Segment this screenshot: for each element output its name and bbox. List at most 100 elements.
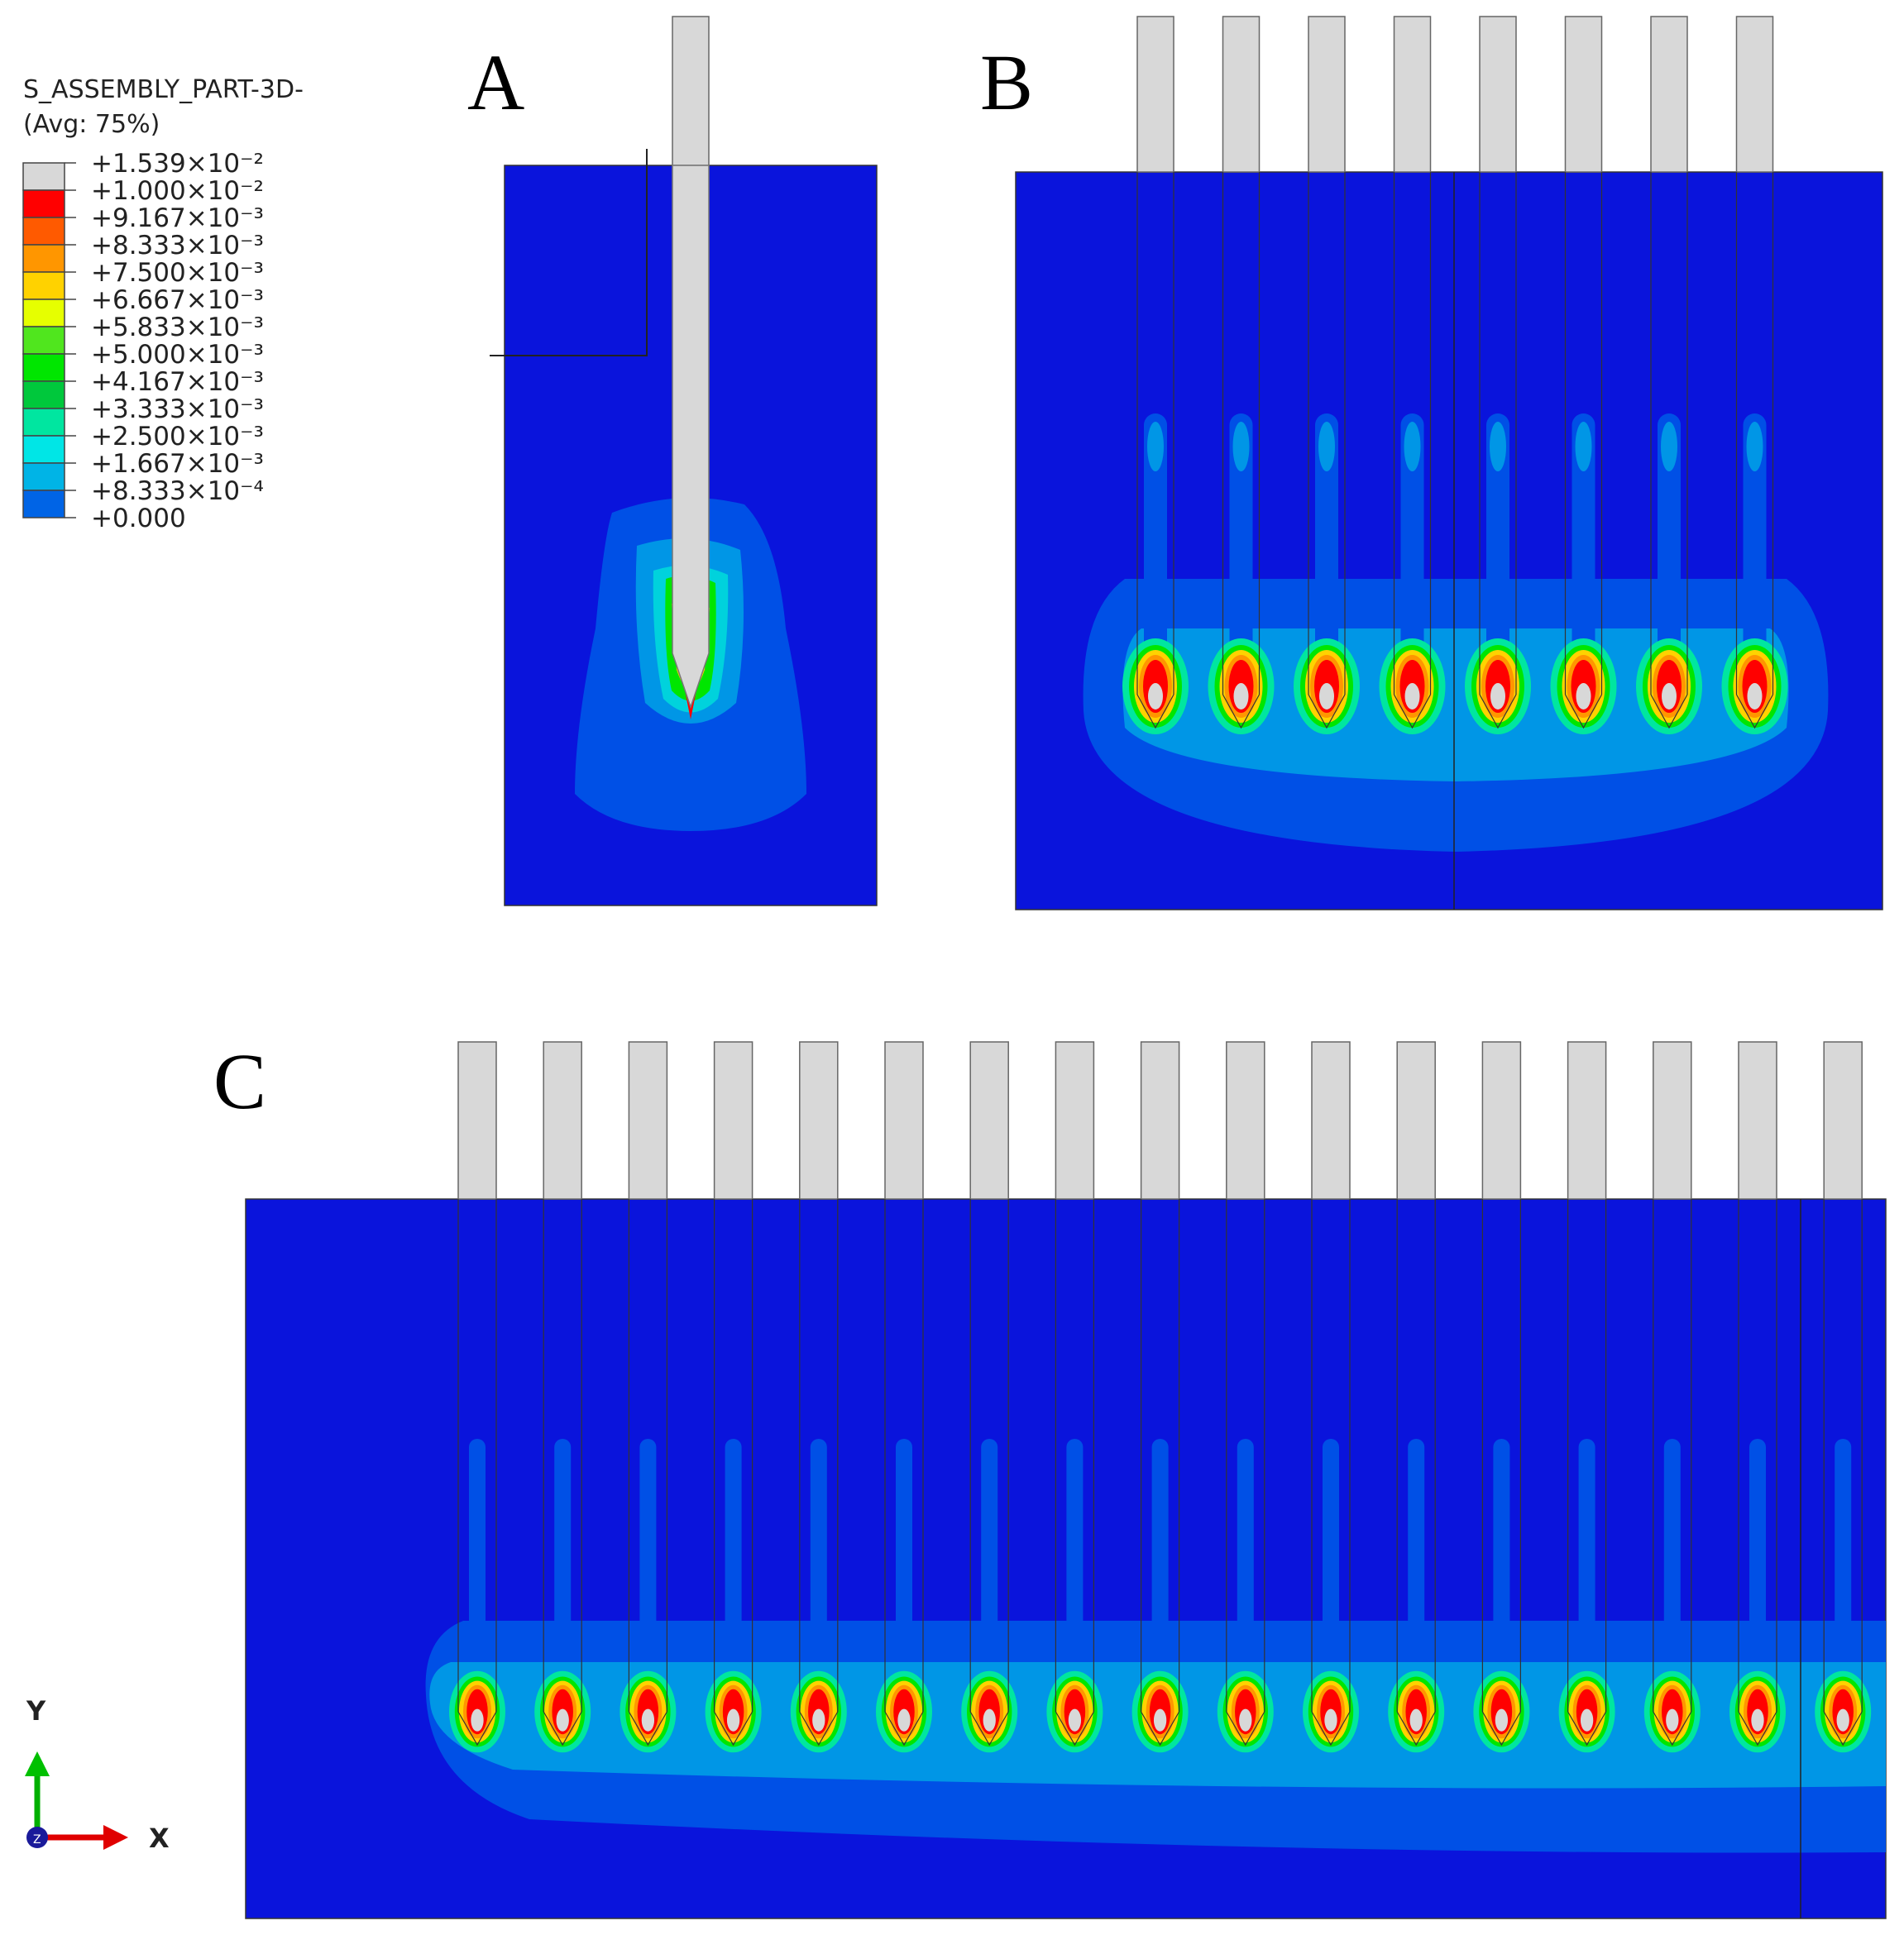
stress-plume: [1144, 413, 1167, 662]
stress-plume: [1835, 1439, 1852, 1637]
panel-b-stress-field: [1015, 171, 1883, 910]
legend-swatch: [22, 189, 65, 218]
needle-tip-outline: [969, 1711, 1009, 1746]
legend-swatch: [22, 380, 65, 409]
z-axis-label: Z: [33, 1833, 41, 1847]
stress-contour-band: [1233, 683, 1249, 710]
legend-swatch: [22, 271, 65, 300]
legend-label: +7.500×10⁻³: [91, 258, 264, 288]
stress-plume: [1237, 1439, 1254, 1637]
legend-swatch: [22, 462, 65, 491]
legend-label: +1.000×10⁻²: [91, 176, 264, 206]
stress-plume: [1663, 1439, 1681, 1637]
needle-shaft: [1136, 16, 1174, 173]
legend-swatch: [22, 408, 65, 437]
needle-shaft: [1479, 16, 1517, 173]
needle-tip-outline: [1311, 1711, 1351, 1746]
needle-tip-outline: [1738, 1711, 1777, 1746]
stress-plume: [1400, 413, 1424, 662]
axis-triad: Z Y X: [25, 1695, 170, 1854]
panel-b-needles: [1136, 16, 1774, 729]
stress-plume: [1749, 1439, 1766, 1637]
needle-shaft: [1140, 1041, 1180, 1200]
needle-shaft: [672, 16, 710, 166]
stress-plume-core: [1575, 422, 1592, 471]
needle-shaft: [1481, 1041, 1522, 1200]
needle-shaft: [1823, 1041, 1863, 1200]
needle-tip-outline: [1653, 1711, 1692, 1746]
stress-contour-band: [1580, 1708, 1594, 1732]
needle-shaft: [1650, 16, 1688, 173]
legend-swatch: [22, 353, 65, 382]
panel-c: C: [213, 1037, 1887, 1919]
legend-swatch: [22, 490, 65, 518]
needle-tip-outline: [1735, 694, 1774, 729]
legend-title: S_ASSEMBLY_PART-3D-: [23, 75, 304, 104]
needle-tip-outline: [1396, 1711, 1436, 1746]
stress-plume: [725, 1439, 742, 1637]
legend-label: +6.667×10⁻³: [91, 285, 264, 315]
panel-c-stress-field: [245, 1198, 1887, 1919]
needle-shaft: [1564, 16, 1603, 173]
needle-shaft: [1567, 1041, 1607, 1200]
legend-swatch: [22, 326, 65, 355]
needle-tip-outline: [1055, 1711, 1094, 1746]
stress-plume: [1658, 413, 1681, 662]
stress-contour-band: [726, 1708, 740, 1732]
legend-label: +8.333×10⁻⁴: [91, 476, 264, 506]
stress-contour-band: [1747, 683, 1763, 710]
needle-shaft: [1055, 1041, 1095, 1200]
panel-b-letter: B: [980, 38, 1033, 127]
legend-label: +1.667×10⁻³: [91, 449, 264, 479]
needle-shaft: [1226, 1041, 1265, 1200]
needle-tip-outline: [1567, 1711, 1607, 1746]
needle-shaft: [1222, 16, 1261, 173]
panel-c-needles: [457, 1041, 1863, 1746]
needle-tip-outline: [628, 1711, 667, 1746]
panel-a-letter: A: [467, 38, 524, 127]
stress-contour-band: [1495, 1708, 1509, 1732]
stress-plume: [1315, 413, 1338, 662]
needle-tip-outline: [1564, 694, 1603, 729]
stress-plume: [1493, 1439, 1510, 1637]
stress-plume: [896, 1439, 912, 1637]
needle-shaft: [713, 1041, 753, 1200]
legend-swatch: [22, 162, 65, 191]
leader-line: [490, 149, 648, 356]
panel-a-needles: [672, 16, 710, 710]
stress-plume-core: [1746, 422, 1763, 471]
needle-tip-outline: [1136, 694, 1174, 729]
legend-labels: +1.539×10⁻²+1.000×10⁻²+9.167×10⁻³+8.333×…: [91, 149, 264, 533]
stress-contour-band: [1576, 683, 1591, 710]
needle-shaft: [1311, 1041, 1351, 1200]
legend-label: +9.167×10⁻³: [91, 203, 264, 233]
stress-contour-band: [641, 1708, 655, 1732]
legend-label: +4.167×10⁻³: [91, 367, 264, 397]
stress-contour-band: [1836, 1708, 1849, 1732]
stress-contour-band: [1666, 1708, 1679, 1732]
y-axis-arrowhead: [25, 1751, 50, 1776]
stress-contour-band: [1153, 1708, 1167, 1732]
needle-shaft: [1653, 1041, 1692, 1200]
stress-halo-mid: [1122, 628, 1789, 781]
stress-plume: [1066, 1439, 1084, 1637]
stress-plume: [1743, 413, 1767, 662]
legend-swatch: [22, 217, 65, 246]
stress-plume: [810, 1439, 827, 1637]
y-axis-label: Y: [26, 1695, 46, 1727]
needle-shaft: [543, 1041, 582, 1200]
needle-shaft: [1393, 16, 1432, 173]
stress-plume-core: [1490, 422, 1506, 471]
legend-swatches: [22, 162, 76, 518]
stress-plume: [1229, 413, 1253, 662]
stress-plume-core: [1318, 422, 1335, 471]
stress-plume-core: [1404, 422, 1421, 471]
panel-b: B: [980, 16, 1883, 910]
stress-contour-band: [556, 1708, 569, 1732]
stress-plume: [981, 1439, 998, 1637]
needle-tip-outline: [543, 1711, 582, 1746]
needle-tip-outline: [1481, 1711, 1521, 1746]
legend-swatch: [22, 244, 65, 273]
stress-plume: [469, 1439, 486, 1637]
needle-tip-outline: [1479, 694, 1517, 729]
